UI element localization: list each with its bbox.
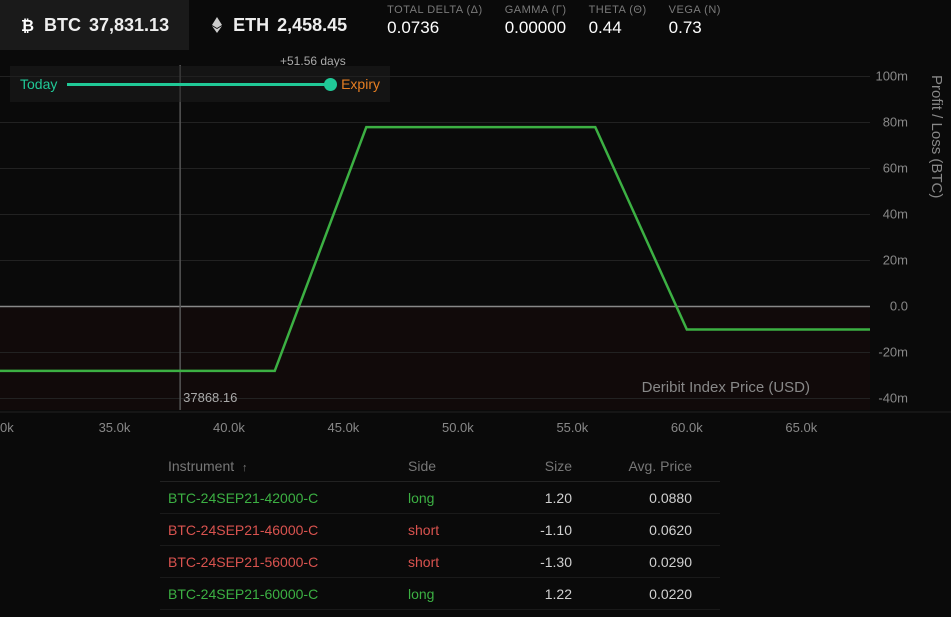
svg-text:80m: 80m (883, 115, 908, 130)
payoff-chart: 100m 80m 60m 40m 20m 0.0 -20m -40m 0k 35.0k 40.0k 4… (0, 50, 951, 440)
svg-text:Deribit Index Price (USD): Deribit Index Price (USD) (642, 379, 810, 396)
slider-knob[interactable] (324, 78, 337, 91)
positions-table: Instrument ↑ Side Size Avg. Price BTC-24… (160, 450, 720, 610)
svg-text:60.0k: 60.0k (671, 420, 703, 435)
svg-text:100m: 100m (875, 69, 908, 84)
ticker-tab-eth[interactable]: ETH 2,458.45 (189, 0, 367, 50)
cell-instrument: BTC-24SEP21-42000-C (160, 490, 400, 506)
ticker-btc-symbol: BTC (44, 15, 81, 36)
cell-avg-price: 0.0620 (580, 522, 700, 538)
ticker-eth-price: 2,458.45 (277, 15, 347, 36)
cell-avg-price: 0.0290 (580, 554, 700, 570)
svg-text:60m: 60m (883, 161, 908, 176)
svg-text:-40m: -40m (878, 391, 908, 406)
svg-text:Profit / Loss (BTC): Profit / Loss (BTC) (928, 75, 945, 198)
svg-text:45.0k: 45.0k (328, 420, 360, 435)
cell-instrument: BTC-24SEP21-60000-C (160, 586, 400, 602)
col-instrument[interactable]: Instrument ↑ (160, 458, 400, 474)
slider-today-label: Today (20, 76, 57, 92)
table-row[interactable]: BTC-24SEP21-56000-Cshort-1.300.0290 (160, 546, 720, 578)
greek-gamma-label: GAMMA (Γ) (505, 4, 567, 16)
greek-delta-label: TOTAL DELTA (Δ) (387, 4, 483, 16)
greek-delta-value: 0.0736 (387, 18, 483, 38)
ticker-btc-price: 37,831.13 (89, 15, 169, 36)
chart-svg: 100m 80m 60m 40m 20m 0.0 -20m -40m 0k 35.0k 40.0k 4… (0, 50, 951, 440)
greek-theta-label: THETA (Θ) (589, 4, 647, 16)
table-header-row: Instrument ↑ Side Size Avg. Price (160, 450, 720, 482)
svg-text:35.0k: 35.0k (99, 420, 131, 435)
svg-text:37868.16: 37868.16 (183, 390, 237, 405)
table-row[interactable]: BTC-24SEP21-60000-Clong1.220.0220 (160, 578, 720, 610)
svg-text:-20m: -20m (878, 345, 908, 360)
cell-size: -1.30 (480, 554, 580, 570)
svg-text:50.0k: 50.0k (442, 420, 474, 435)
cell-side: long (400, 490, 480, 506)
greek-vega-label: VEGA (N) (669, 4, 721, 16)
col-avg-price[interactable]: Avg. Price (580, 458, 700, 474)
svg-text:40m: 40m (883, 207, 908, 222)
cell-size: 1.22 (480, 586, 580, 602)
svg-text:55.0k: 55.0k (556, 420, 588, 435)
cell-avg-price: 0.0880 (580, 490, 700, 506)
svg-text:₿: ₿ (21, 17, 34, 34)
greek-theta-value: 0.44 (589, 18, 647, 38)
cell-avg-price: 0.0220 (580, 586, 700, 602)
expiry-slider[interactable]: Today Expiry (10, 66, 390, 102)
cell-size: 1.20 (480, 490, 580, 506)
btc-icon: ₿ (20, 15, 36, 35)
greek-vega: VEGA (N) 0.73 (669, 4, 721, 38)
greek-theta: THETA (Θ) 0.44 (589, 4, 647, 38)
cell-instrument: BTC-24SEP21-56000-C (160, 554, 400, 570)
ticker-tab-btc[interactable]: ₿ BTC 37,831.13 (0, 0, 189, 50)
svg-text:0k: 0k (0, 420, 14, 435)
col-instrument-label: Instrument (168, 458, 234, 474)
greeks-panel: TOTAL DELTA (Δ) 0.0736 GAMMA (Γ) 0.00000… (387, 0, 721, 38)
cell-side: short (400, 554, 480, 570)
sort-arrow-icon: ↑ (242, 462, 248, 474)
col-size[interactable]: Size (480, 458, 580, 474)
greek-gamma-value: 0.00000 (505, 18, 567, 38)
svg-text:65.0k: 65.0k (785, 420, 817, 435)
eth-icon (209, 15, 225, 35)
table-row[interactable]: BTC-24SEP21-46000-Cshort-1.100.0620 (160, 514, 720, 546)
greek-gamma: GAMMA (Γ) 0.00000 (505, 4, 567, 38)
cell-size: -1.10 (480, 522, 580, 538)
svg-text:20m: 20m (883, 253, 908, 268)
svg-text:40.0k: 40.0k (213, 420, 245, 435)
svg-text:0.0: 0.0 (890, 299, 908, 314)
table-row[interactable]: BTC-24SEP21-42000-Clong1.200.0880 (160, 482, 720, 514)
slider-expiry-label: Expiry (341, 76, 380, 92)
ticker-eth-symbol: ETH (233, 15, 269, 36)
greek-delta: TOTAL DELTA (Δ) 0.0736 (387, 4, 483, 38)
cell-side: short (400, 522, 480, 538)
header-bar: ₿ BTC 37,831.13 ETH 2,458.45 TOTAL DELTA… (0, 0, 951, 50)
greek-vega-value: 0.73 (669, 18, 721, 38)
cell-side: long (400, 586, 480, 602)
col-side[interactable]: Side (400, 458, 480, 474)
cell-instrument: BTC-24SEP21-46000-C (160, 522, 400, 538)
slider-track[interactable] (67, 83, 331, 86)
